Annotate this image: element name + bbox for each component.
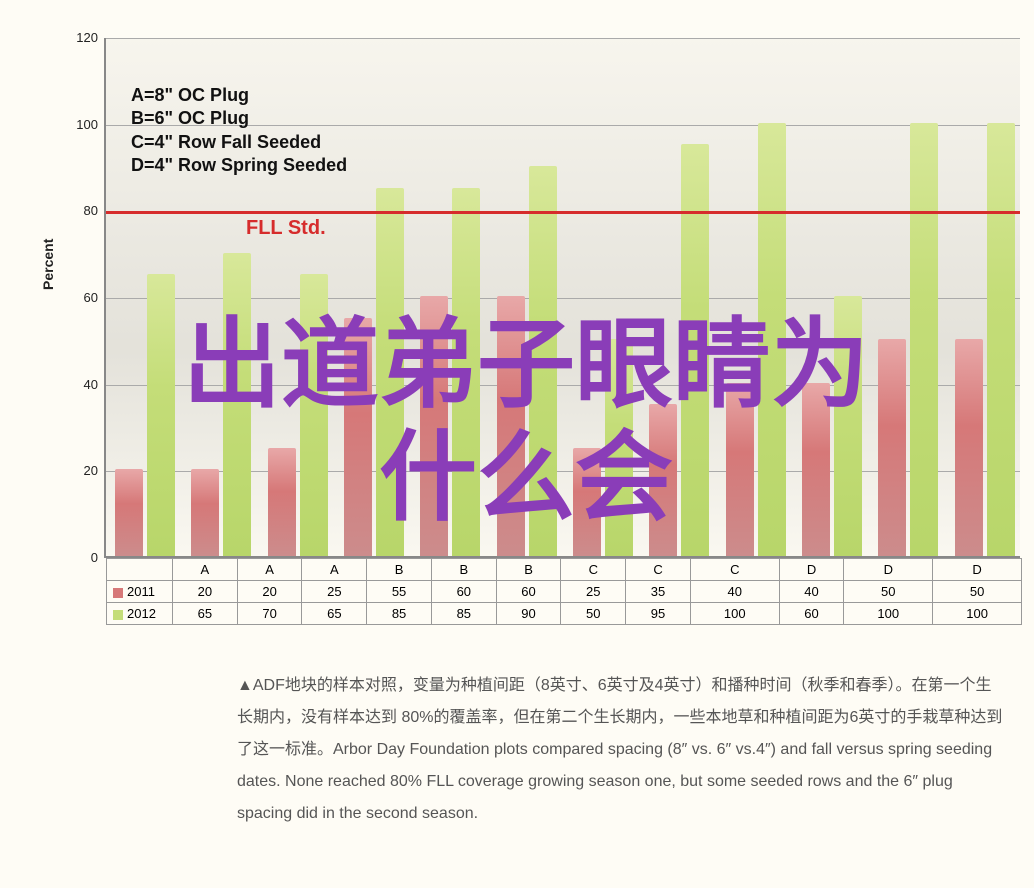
- bar-2011: [802, 383, 830, 556]
- bar-2012: [147, 274, 175, 556]
- y-tick-label: 40: [58, 377, 98, 392]
- table-cell-2011: 50: [844, 581, 933, 603]
- bar-2011: [878, 339, 906, 556]
- table-cell-category: C: [690, 559, 779, 581]
- legend-line-c: C=4" Row Fall Seeded: [131, 131, 347, 154]
- table-cell-2012: 90: [496, 603, 561, 625]
- table-cell-2012: 85: [431, 603, 496, 625]
- bar-2012: [834, 296, 862, 556]
- table-row-categories: AAABBBCCCDDD: [107, 559, 1022, 581]
- legend-line-b: B=6" OC Plug: [131, 107, 347, 130]
- legend-line-a: A=8" OC Plug: [131, 84, 347, 107]
- table-cell-category: C: [626, 559, 691, 581]
- bar-2011: [955, 339, 983, 556]
- table-cell-2012: 100: [690, 603, 779, 625]
- caption-text: ▲ADF地块的样本对照，变量为种植间距（8英寸、6英寸及4英寸）和播种时间（秋季…: [237, 670, 1007, 830]
- table-cell-2012: 60: [779, 603, 844, 625]
- bar-group: [793, 38, 869, 556]
- table-cell-2011: 60: [496, 581, 561, 603]
- bar-group: [411, 38, 487, 556]
- swatch-2011-icon: [113, 588, 123, 598]
- legend-box: A=8" OC Plug B=6" OC Plug C=4" Row Fall …: [131, 84, 347, 178]
- table-cell-2012: 85: [367, 603, 432, 625]
- y-tick-label: 120: [58, 30, 98, 45]
- table-cell-2011: 25: [561, 581, 626, 603]
- label-2012: 2012: [127, 606, 156, 621]
- bar-group: [869, 38, 945, 556]
- table-cell-category: B: [496, 559, 561, 581]
- bar-2012: [529, 166, 557, 556]
- swatch-2012-icon: [113, 610, 123, 620]
- y-tick-label: 80: [58, 203, 98, 218]
- bar-group: [488, 38, 564, 556]
- bar-group: [717, 38, 793, 556]
- table-cell-2012: 50: [561, 603, 626, 625]
- table-cell-2012: 100: [933, 603, 1022, 625]
- table-cell-category: D: [844, 559, 933, 581]
- table-cell-2012: 70: [237, 603, 302, 625]
- table-header-empty: [107, 559, 173, 581]
- bar-2011: [649, 404, 677, 556]
- y-tick-label: 60: [58, 290, 98, 305]
- bar-2012: [300, 274, 328, 556]
- fll-reference-line: [106, 211, 1020, 214]
- table-cell-category: A: [173, 559, 238, 581]
- table-cell-2011: 55: [367, 581, 432, 603]
- bar-2012: [223, 253, 251, 556]
- table-row-2012: 2012 657065858590509510060100100: [107, 603, 1022, 625]
- y-axis-title: Percent: [40, 239, 56, 290]
- table-cell-2011: 25: [302, 581, 367, 603]
- table-cell-category: A: [237, 559, 302, 581]
- table-cell-category: B: [431, 559, 496, 581]
- y-tick-label: 0: [58, 550, 98, 565]
- table-cell-2012: 100: [844, 603, 933, 625]
- table-cell-category: D: [933, 559, 1022, 581]
- table-cell-2012: 65: [302, 603, 367, 625]
- bar-2012: [987, 123, 1015, 556]
- bar-2012: [376, 188, 404, 556]
- bar-2011: [344, 318, 372, 556]
- plot-area: FLL Std. A=8" OC Plug B=6" OC Plug C=4" …: [104, 38, 1020, 558]
- table-cell-2012: 65: [173, 603, 238, 625]
- bar-group: [640, 38, 716, 556]
- table-cell-2011: 35: [626, 581, 691, 603]
- bar-group: [564, 38, 640, 556]
- legend-line-d: D=4" Row Spring Seeded: [131, 154, 347, 177]
- table-cell-2011: 40: [690, 581, 779, 603]
- data-table: AAABBBCCCDDD 2011 2020255560602535404050…: [106, 558, 1022, 625]
- table-cell-2011: 20: [173, 581, 238, 603]
- bar-2012: [758, 123, 786, 556]
- bar-2011: [497, 296, 525, 556]
- table-header-2012: 2012: [107, 603, 173, 625]
- bar-2012: [681, 144, 709, 556]
- table-cell-2011: 20: [237, 581, 302, 603]
- bar-2011: [726, 383, 754, 556]
- bar-2012: [452, 188, 480, 556]
- table-cell-2011: 40: [779, 581, 844, 603]
- table-cell-category: D: [779, 559, 844, 581]
- fll-label: FLL Std.: [246, 217, 326, 240]
- bar-2011: [115, 469, 143, 556]
- bar-group: [946, 38, 1022, 556]
- chart-container: Percent FLL Std. A=8" OC Plug B=6" OC Pl…: [50, 30, 1020, 630]
- table-cell-2012: 95: [626, 603, 691, 625]
- y-tick-label: 20: [58, 463, 98, 478]
- bar-2012: [605, 339, 633, 556]
- bar-2011: [268, 448, 296, 556]
- label-2011: 2011: [127, 584, 155, 599]
- bar-2011: [573, 448, 601, 556]
- bar-2011: [191, 469, 219, 556]
- y-tick-label: 100: [58, 117, 98, 132]
- table-cell-category: A: [302, 559, 367, 581]
- bar-2012: [910, 123, 938, 556]
- table-row-2011: 2011 202025556060253540405050: [107, 581, 1022, 603]
- table-cell-2011: 50: [933, 581, 1022, 603]
- table-header-2011: 2011: [107, 581, 173, 603]
- table-cell-category: B: [367, 559, 432, 581]
- table-cell-category: C: [561, 559, 626, 581]
- table-cell-2011: 60: [431, 581, 496, 603]
- bar-2011: [420, 296, 448, 556]
